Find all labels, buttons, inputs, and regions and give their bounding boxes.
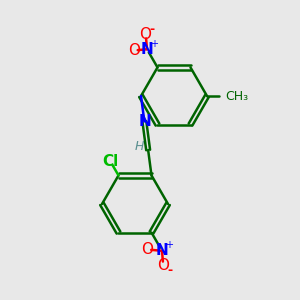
Text: H: H [135, 140, 144, 153]
Text: O: O [140, 27, 152, 42]
Text: -: - [149, 23, 155, 36]
Text: Cl: Cl [102, 154, 119, 169]
Text: -: - [167, 264, 173, 277]
Text: +: + [150, 39, 158, 49]
Text: N: N [139, 114, 151, 129]
Text: N: N [156, 243, 168, 258]
Text: O: O [158, 258, 169, 273]
Text: O: O [128, 43, 140, 58]
Text: O: O [142, 242, 154, 257]
Text: +: + [165, 240, 172, 250]
Text: CH₃: CH₃ [225, 89, 248, 103]
Text: N: N [141, 42, 153, 57]
